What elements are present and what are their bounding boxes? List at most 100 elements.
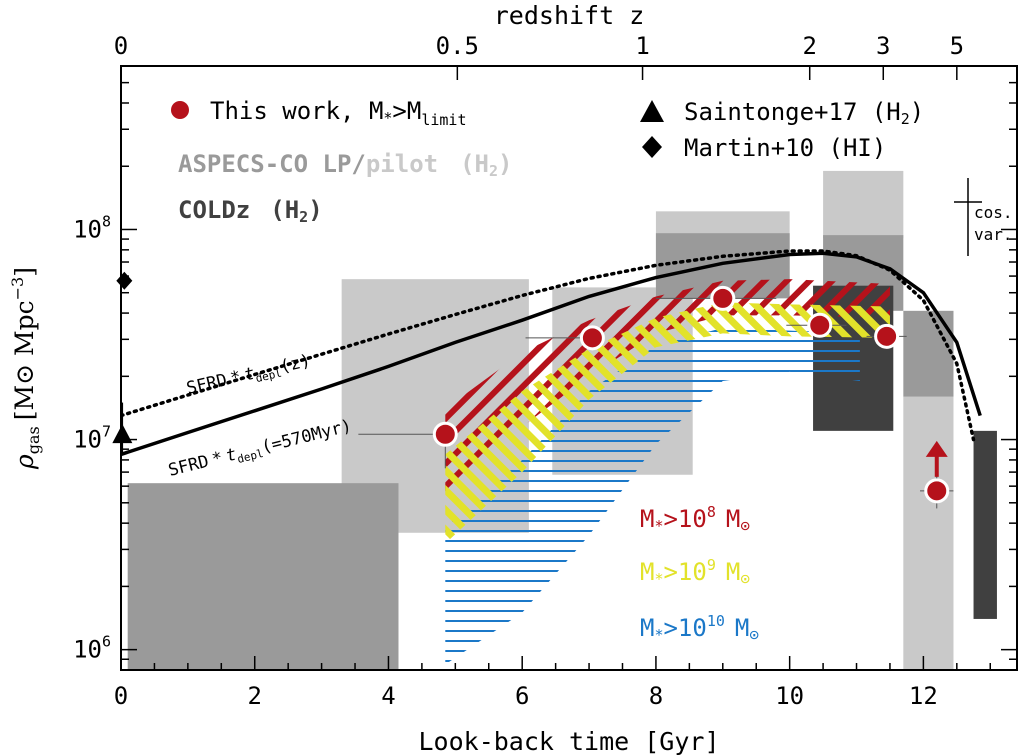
y-tick-base: 10 (73, 636, 102, 664)
cosmic-variance: cos. var. (954, 178, 1013, 256)
top-tick-label: 1 (635, 32, 649, 60)
mass-label-1e8-sup: 8 (707, 503, 716, 521)
mass-label-1e8-odot: ⊙ (740, 516, 750, 535)
legend-this-work-marker (171, 101, 189, 119)
legend-coldz-h2: (H (270, 196, 299, 224)
mass-label-1e9-unit: M (726, 558, 740, 586)
curve-label-solid: SFRD*tdepl(=570Myr) (166, 416, 354, 483)
ylabel-unit: [M (10, 385, 39, 420)
legend-coldz-name: COLDz (178, 196, 250, 224)
y-tick-label: 106 (73, 633, 111, 664)
this-work-point-2 (710, 285, 736, 311)
x-tick-label: 0 (114, 682, 128, 710)
y-tick-exp: 8 (102, 212, 111, 230)
mass-label-1e9: M*>109 M⊙ (640, 556, 750, 588)
legend-saintonge-tail: ) (910, 98, 924, 126)
this-work-limit-arrow-head (925, 440, 948, 457)
mass-label-1e10-sup: 10 (707, 612, 725, 630)
curve-sfrd-tdepl-570 (121, 251, 982, 457)
saintonge-point (112, 424, 133, 444)
band-mass-1e10 (445, 327, 860, 665)
legend-aspecs-h2: (H (460, 150, 489, 178)
legend-this-work-sub1: * (383, 109, 392, 127)
x-tick-label: 8 (649, 682, 663, 710)
mass-label-1e10: M*>1010 M⊙ (640, 612, 759, 644)
mass-label-1e9-sup: 9 (707, 556, 716, 574)
curve-label-dotted-op: * (228, 367, 242, 389)
curve-label-dotted-sub: depl (254, 367, 283, 386)
martin-point (116, 271, 133, 290)
aspecs-lp-box-4 (903, 396, 954, 670)
legend-this-work-sub2: limit (421, 111, 466, 129)
x-tick-label: 6 (515, 682, 529, 710)
this-work-point-3 (807, 312, 833, 338)
curve-label-solid-sub: depl (236, 447, 265, 466)
x-axis-label: Look-back time [Gyr] (418, 727, 719, 756)
legend-coldz: COLDz (H2) (178, 196, 323, 226)
mass-label-1e10-gt: >10 (663, 614, 706, 642)
legend-coldz-h2-tail: ) (308, 196, 322, 224)
curve-label-solid-op: * (210, 448, 225, 470)
x-tick-label: 4 (381, 682, 395, 710)
ylabel-sub: gas (24, 426, 43, 454)
legend-martin-marker (642, 136, 662, 158)
legend-this-work-text: This work, M (210, 97, 383, 125)
ylabel-sup: −3 (8, 277, 27, 301)
y-tick-label: 107 (73, 423, 111, 454)
this-work-point-5 (924, 478, 950, 504)
mass-label-1e8-sub: * (654, 517, 663, 535)
aspecs-lp-box-3 (823, 170, 904, 239)
mass-label-1e10-odot: ⊙ (749, 625, 759, 644)
mass-label-1e9-sub: * (654, 570, 663, 588)
top-tick-label: 5 (950, 32, 964, 60)
legend-this-work-mid: >M (392, 97, 421, 125)
coldz-box-1 (973, 430, 997, 619)
curve-sfrd-tdepl-z (121, 249, 976, 442)
y-axis-label: ρgas [M⊙ Mpc−3] (8, 267, 43, 470)
curve-label-solid-suffix: (=570Myr) (259, 416, 353, 458)
mass-label-1e8: M*>108 M⊙ (640, 503, 750, 535)
legend-coldz-h2-sub: 2 (299, 208, 308, 226)
plot-frame (120, 65, 1018, 671)
mass-label-1e10-unit: M (735, 614, 749, 642)
y-tick-base: 10 (73, 215, 102, 243)
mass-label-1e10-m: M (640, 614, 654, 642)
legend-aspecs-h2-sub: 2 (489, 162, 498, 180)
cosmic-variance-label-2: var. (974, 225, 1013, 244)
legend-aspecs-h2-tail: ) (498, 150, 512, 178)
curve-label-dotted-prefix: SFRD (185, 370, 229, 399)
mass-label-1e9-gt: >10 (663, 558, 706, 586)
curve-label-solid-prefix: SFRD (166, 452, 211, 481)
curve-label-dotted: SFRD*tdepl(z) (185, 351, 313, 401)
top-tick-label: 3 (876, 32, 890, 60)
legend-martin: Martin+10 (HI) (684, 134, 886, 162)
legend: This work, M*>Mlimit ASPECS-CO LP/pilot (… (171, 97, 924, 226)
legend-saintonge: Saintonge+17 (H2) (684, 98, 924, 128)
mass-label-1e10-sub: * (654, 626, 663, 644)
svg-text:ρgas[M⊙ Mpc−3]: ρgas [M⊙ Mpc−3] (8, 267, 43, 470)
curve-label-solid-t: t (224, 445, 239, 467)
y-tick-label: 108 (73, 212, 111, 243)
this-work-point-0 (432, 421, 458, 447)
curve-label-dotted-suffix: (z) (278, 351, 312, 377)
band-mass-1e9 (445, 302, 890, 544)
ylabel-close: ] (10, 267, 39, 277)
y-tick-exp: 7 (102, 423, 111, 441)
mass-label-1e8-unit: M (726, 505, 740, 533)
top-tick-label: 2 (802, 32, 816, 60)
ylabel-mpc: Mpc (10, 300, 39, 364)
y-tick-base: 10 (73, 426, 102, 454)
y-tick-exp: 6 (102, 633, 111, 651)
ylabel-rho: ρ (10, 454, 39, 470)
mass-label-1e8-m: M (640, 505, 654, 533)
this-work-point-4 (874, 323, 900, 349)
x-tick-label: 10 (775, 682, 804, 710)
legend-aspecs-lp: ASPECS-CO LP/ (178, 150, 366, 178)
top-tick-label: 0.5 (436, 32, 479, 60)
mass-label-1e9-odot: ⊙ (740, 569, 750, 588)
top-axis-label: redshift z (494, 1, 645, 30)
ylabel-odot: ⊙ (10, 364, 39, 385)
legend-this-work: This work, M*>Mlimit (210, 97, 466, 129)
x-tick-label: 2 (248, 682, 262, 710)
